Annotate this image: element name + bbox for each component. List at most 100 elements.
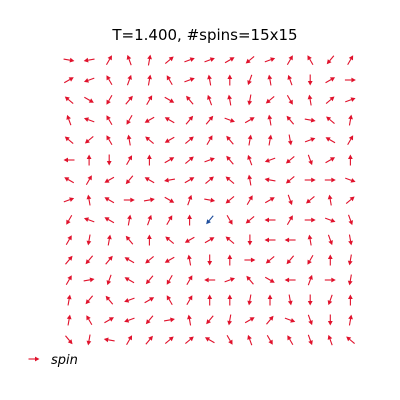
spin-arrow xyxy=(264,217,276,223)
spin-arrow xyxy=(64,136,74,144)
spin-arrow xyxy=(144,297,155,304)
spin-arrow xyxy=(204,237,215,244)
spin-arrow xyxy=(186,275,193,286)
spin-arrow xyxy=(307,154,313,166)
spin-arrow xyxy=(348,234,353,246)
spin-arrow xyxy=(207,294,213,306)
spin-arrow xyxy=(184,236,195,243)
spin-arrow xyxy=(107,234,112,246)
spin-arrow xyxy=(105,255,113,265)
spin-arrow xyxy=(245,56,255,64)
spin-arrow xyxy=(145,256,154,264)
spin-arrow xyxy=(86,234,92,246)
spin-arrow xyxy=(126,155,133,166)
spin-arrow xyxy=(86,334,92,346)
spin-arrow xyxy=(224,57,235,64)
spin-arrow xyxy=(345,196,355,204)
spin-arrow xyxy=(286,94,293,105)
spin-arrow xyxy=(327,234,333,246)
spin-arrow xyxy=(83,217,95,223)
spin-arrow xyxy=(287,335,294,346)
spin-arrow xyxy=(66,294,72,306)
spin-arrow xyxy=(227,94,232,106)
spin-arrow xyxy=(126,335,133,346)
spin-arrow xyxy=(307,334,313,346)
spin-arrow xyxy=(324,177,336,183)
spin-arrow xyxy=(145,315,154,325)
spin-arrow xyxy=(166,75,173,86)
spin-arrow xyxy=(106,94,113,105)
spin-arrow xyxy=(83,277,95,283)
spin-arrow xyxy=(345,177,356,183)
spin-arrow xyxy=(106,135,113,146)
spin-arrow xyxy=(225,196,235,204)
spin-arrow xyxy=(347,254,353,266)
spin-arrow xyxy=(144,116,155,123)
spin-arrow xyxy=(227,74,233,86)
spin-arrow xyxy=(164,336,174,344)
spin-arrow xyxy=(287,134,293,146)
spin-arrow xyxy=(247,154,253,166)
spin-arrow xyxy=(63,77,74,84)
spin-arrow xyxy=(266,315,274,325)
spin-arrow xyxy=(324,277,336,283)
spin-arrow xyxy=(324,217,336,223)
spin-arrow xyxy=(247,74,253,86)
spin-arrow xyxy=(286,255,295,265)
spin-arrow xyxy=(147,234,152,246)
spin-arrow xyxy=(207,74,212,86)
spin-arrow xyxy=(348,154,353,166)
spin-arrow xyxy=(264,276,275,283)
spin-arrow xyxy=(84,136,94,144)
spin-arrow xyxy=(326,55,335,65)
spin-arrow xyxy=(307,234,313,246)
spin-arrow xyxy=(225,176,235,184)
spin-arrow xyxy=(304,177,316,183)
spin-arrow xyxy=(307,55,314,66)
spin-arrow xyxy=(327,314,333,326)
spin-arrow xyxy=(244,117,255,124)
spin-arrow xyxy=(187,214,192,226)
spin-arrow xyxy=(63,197,75,203)
spin-arrow xyxy=(126,114,133,125)
spin-arrow xyxy=(245,216,255,224)
spin-arrow xyxy=(125,175,134,185)
spin-arrow xyxy=(206,135,213,146)
spin-arrow xyxy=(226,155,234,165)
spin-arrow xyxy=(145,275,154,285)
spin-arrow xyxy=(146,95,153,106)
spin-arrow xyxy=(187,254,192,266)
chart-title: T=1.400, #spins=15x15 xyxy=(111,26,297,44)
spin-arrow xyxy=(284,317,296,323)
spin-arrow xyxy=(244,257,256,263)
spin-arrow xyxy=(186,95,194,105)
spin-arrow xyxy=(247,234,253,246)
spin-arrow xyxy=(227,254,233,266)
spin-arrow xyxy=(83,77,95,83)
spin-arrow xyxy=(166,274,173,285)
spin-arrow xyxy=(205,176,214,184)
spin-arrow xyxy=(86,315,93,326)
spin-arrow xyxy=(204,197,216,203)
legend-spin-swatch xyxy=(28,356,40,362)
spin-arrow xyxy=(185,336,194,344)
spin-arrow xyxy=(264,197,275,204)
spin-arrow xyxy=(147,74,152,86)
spin-arrow xyxy=(85,295,94,305)
spin-arrow xyxy=(287,294,293,306)
spin-arrow xyxy=(284,237,296,243)
spin-arrow xyxy=(164,56,174,64)
spin-arrow xyxy=(164,177,176,183)
spin-arrow xyxy=(265,256,275,264)
spin-arrow xyxy=(345,97,356,103)
spin-arrow xyxy=(244,317,255,324)
spin-arrow xyxy=(147,214,152,226)
spin-arrow xyxy=(104,197,115,204)
spin-arrow xyxy=(227,294,233,306)
spin-arrow xyxy=(264,237,276,243)
spin-arrow xyxy=(106,75,113,86)
spin-arrow xyxy=(124,317,135,323)
spin-arrow xyxy=(284,277,296,283)
spin-arrow xyxy=(86,154,92,166)
spin-arrow xyxy=(124,257,135,264)
